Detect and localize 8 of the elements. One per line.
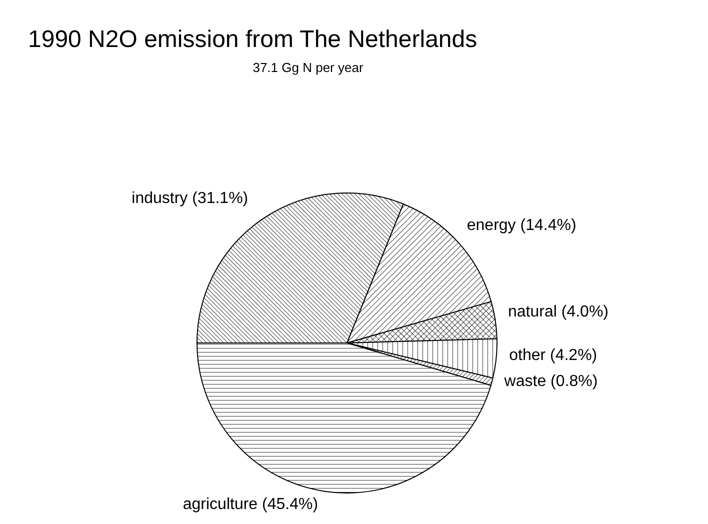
chart-subtitle: 37.1 Gg N per year: [252, 60, 364, 75]
slice-label: natural (4.0%): [508, 304, 609, 321]
slice-label: energy (14.4%): [466, 217, 576, 234]
slice-label: industry (31.1%): [132, 190, 248, 208]
chart-title: 1990 N2O emission from The Netherlands: [28, 26, 478, 54]
slice-label: agriculture (45.4%): [182, 496, 318, 513]
slice-label: waste (0.8%): [503, 372, 598, 390]
slice-label: other (4.2%): [509, 346, 598, 364]
